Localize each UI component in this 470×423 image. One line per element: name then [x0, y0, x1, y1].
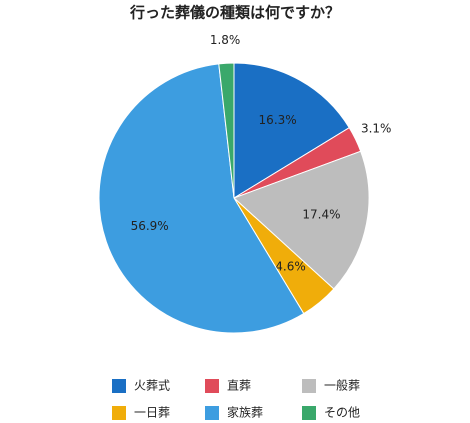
pie-slice [98, 63, 305, 334]
legend-swatch [302, 406, 316, 420]
data-label: 4.6% [275, 259, 306, 273]
data-label: 1.8% [210, 33, 241, 47]
chart-title: 行った葬儀の種類は何ですか？ [129, 4, 340, 22]
legend-label: 一日葬 [134, 406, 170, 420]
data-label: 56.9% [131, 219, 169, 233]
legend-swatch [302, 379, 316, 393]
data-label: 16.3% [259, 113, 297, 127]
legend-label: 火葬式 [134, 379, 170, 393]
legend-label: 直葬 [227, 379, 251, 393]
pie-slice [233, 150, 370, 290]
data-label: 3.1% [361, 122, 392, 136]
legend-swatch [205, 406, 219, 420]
legend-label: 一般葬 [324, 378, 360, 393]
legend-swatch [112, 406, 126, 420]
legend-swatch [112, 379, 126, 393]
pie-slice [233, 62, 350, 199]
legend-label: その他 [324, 406, 360, 420]
legend-label: 家族葬 [227, 405, 263, 420]
legend-swatch [205, 379, 219, 393]
data-label: 17.4% [302, 208, 340, 222]
pie-slice [218, 62, 235, 199]
